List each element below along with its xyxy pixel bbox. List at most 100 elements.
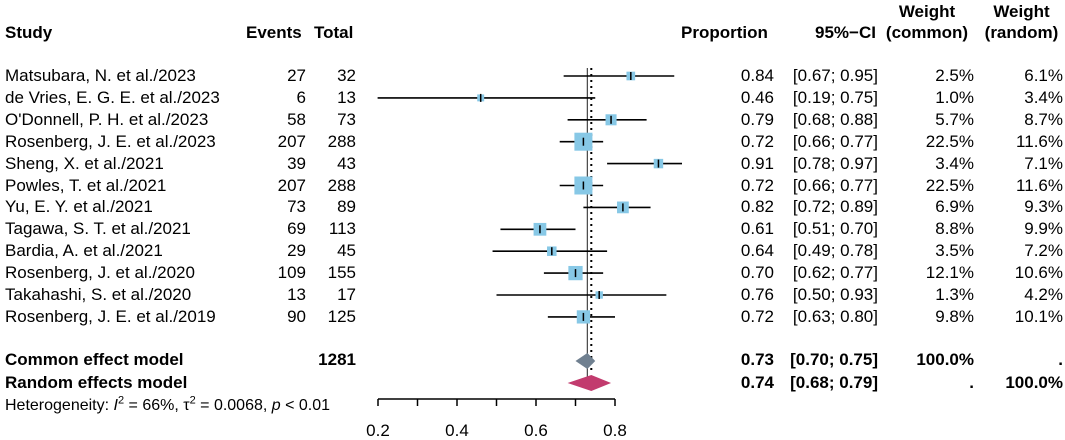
study-total: 113 xyxy=(328,219,356,238)
study-proportion: 0.79 xyxy=(740,110,774,129)
study-weight-random: 7.2% xyxy=(1024,241,1063,260)
random-weight-random: 100.0% xyxy=(1005,373,1063,392)
study-events: 13 xyxy=(287,285,306,304)
x-tick-label: 0.4 xyxy=(445,421,469,440)
study-total: 288 xyxy=(327,176,356,195)
header-total: Total xyxy=(314,23,354,42)
study-proportion: 0.91 xyxy=(740,154,774,173)
study-weight-common: 22.5% xyxy=(925,132,974,151)
study-ci: [0.68; 0.88] xyxy=(792,110,878,129)
header-weight-random-l1: Weight xyxy=(993,2,1050,21)
study-ci: [0.67; 0.95] xyxy=(792,66,878,85)
header-proportion: Proportion xyxy=(681,23,768,42)
study-ci: [0.51; 0.70] xyxy=(792,219,878,238)
study-total: 43 xyxy=(337,154,356,173)
study-name: Powles, T. et al./2021 xyxy=(5,176,167,195)
study-events: 207 xyxy=(277,176,306,195)
study-weight-random: 4.2% xyxy=(1024,285,1063,304)
common-ci: [0.70; 0.75] xyxy=(790,350,878,369)
header-weight-common-l2: (common) xyxy=(885,23,969,42)
study-total: 32 xyxy=(337,66,356,85)
study-ci: [0.78; 0.97] xyxy=(792,154,878,173)
header-weight-random-l2: (random) xyxy=(984,23,1059,42)
x-tick-label: 0.2 xyxy=(366,421,390,440)
study-weight-random: 7.1% xyxy=(1024,154,1063,173)
study-weight-random: 3.4% xyxy=(1024,88,1063,107)
common-weight-random: . xyxy=(1058,350,1063,369)
study-name: Rosenberg, J. E. et al./2019 xyxy=(5,307,216,326)
random-label: Random effects model xyxy=(5,373,188,392)
study-ci: [0.63; 0.80] xyxy=(792,307,878,326)
study-events: 27 xyxy=(287,66,306,85)
study-weight-common: 1.3% xyxy=(935,285,974,304)
common-label: Common effect model xyxy=(5,350,184,369)
study-proportion: 0.64 xyxy=(740,241,774,260)
study-events: 69 xyxy=(287,219,306,238)
study-events: 29 xyxy=(287,241,306,260)
study-events: 90 xyxy=(287,307,306,326)
study-ci: [0.72; 0.89] xyxy=(792,197,878,216)
study-ci: [0.66; 0.77] xyxy=(792,176,878,195)
study-proportion: 0.72 xyxy=(740,307,774,326)
study-weight-common: 3.4% xyxy=(935,154,974,173)
common-proportion: 0.73 xyxy=(740,350,774,369)
study-total: 45 xyxy=(337,241,356,260)
study-weight-common: 1.0% xyxy=(935,88,974,107)
study-proportion: 0.72 xyxy=(740,176,774,195)
study-weight-common: 5.7% xyxy=(935,110,974,129)
study-weight-common: 8.8% xyxy=(935,219,974,238)
random-effects-diamond xyxy=(567,375,612,391)
study-weight-random: 10.6% xyxy=(1014,263,1063,282)
study-events: 73 xyxy=(287,197,306,216)
study-proportion: 0.61 xyxy=(740,219,774,238)
study-name: de Vries, E. G. E. et al./2023 xyxy=(5,88,220,107)
study-name: O'Donnell, P. H. et al./2023 xyxy=(5,110,209,129)
study-weight-common: 2.5% xyxy=(935,66,974,85)
study-name: Tagawa, S. T. et al./2021 xyxy=(5,219,191,238)
study-name: Yu, E. Y. et al./2021 xyxy=(5,197,153,216)
study-proportion: 0.72 xyxy=(740,132,774,151)
random-ci: [0.68; 0.79] xyxy=(790,373,878,392)
study-total: 155 xyxy=(327,263,356,282)
study-ci: [0.62; 0.77] xyxy=(792,263,878,282)
study-name: Sheng, X. et al./2021 xyxy=(5,154,164,173)
study-name: Rosenberg, J. E. et al./2023 xyxy=(5,132,216,151)
study-weight-random: 11.6% xyxy=(1016,132,1063,151)
study-weight-random: 6.1% xyxy=(1024,66,1063,85)
header-weight-common-l1: Weight xyxy=(898,2,956,21)
study-name: Matsubara, N. et al./2023 xyxy=(5,66,196,85)
study-events: 207 xyxy=(277,132,306,151)
study-name: Takahashi, S. et al./2020 xyxy=(5,285,192,304)
study-ci: [0.66; 0.77] xyxy=(792,132,878,151)
study-ci: [0.50; 0.93] xyxy=(792,285,878,304)
random-weight-common: . xyxy=(969,373,974,392)
study-proportion: 0.76 xyxy=(740,285,774,304)
study-proportion: 0.46 xyxy=(740,88,774,107)
header-events: Events xyxy=(246,23,302,42)
study-weight-random: 10.1% xyxy=(1014,307,1063,326)
header-study: Study xyxy=(5,23,53,42)
study-proportion: 0.84 xyxy=(740,66,774,85)
study-weight-random: 11.6% xyxy=(1016,176,1063,195)
random-proportion: 0.74 xyxy=(740,373,774,392)
common-effect-diamond xyxy=(575,353,596,369)
study-total: 13 xyxy=(337,88,356,107)
study-events: 39 xyxy=(287,154,306,173)
study-ci: [0.49; 0.78] xyxy=(792,241,878,260)
study-name: Bardia, A. et al./2021 xyxy=(5,241,163,260)
study-weight-random: 8.7% xyxy=(1024,110,1063,129)
common-weight-common: 100.0% xyxy=(916,350,974,369)
study-weight-common: 12.1% xyxy=(925,263,974,282)
heterogeneity-text: Heterogeneity: I2 = 66%, τ2 = 0.0068, p … xyxy=(5,394,331,414)
study-ci: [0.19; 0.75] xyxy=(792,88,878,107)
study-total: 89 xyxy=(337,197,356,216)
study-weight-common: 22.5% xyxy=(925,176,974,195)
study-weight-random: 9.3% xyxy=(1024,197,1063,216)
study-name: Rosenberg, J. et al./2020 xyxy=(5,263,195,282)
study-weight-common: 6.9% xyxy=(935,197,974,216)
header-ci: 95%−CI xyxy=(815,23,876,42)
study-events: 6 xyxy=(296,88,306,107)
study-proportion: 0.82 xyxy=(740,197,774,216)
study-proportion: 0.70 xyxy=(740,263,774,282)
